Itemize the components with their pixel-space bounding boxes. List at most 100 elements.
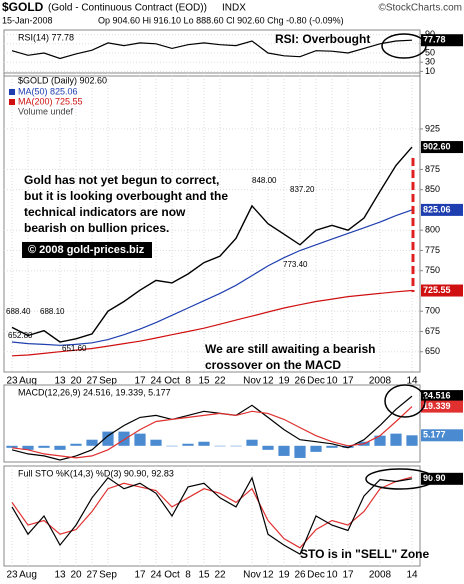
- legend-label: MA(200) 725.55: [18, 96, 83, 106]
- annotation: 688.40: [6, 307, 31, 316]
- histogram-bar: [182, 443, 194, 446]
- x-tick-label: 19: [278, 570, 290, 581]
- exchange: INDX: [222, 3, 246, 14]
- histogram-bar: [102, 431, 114, 446]
- x-tick-label: 20: [70, 570, 82, 581]
- x-tick-label: 23: [6, 376, 18, 387]
- x-tick-label: 8: [185, 570, 191, 581]
- annotation: 688.10: [40, 307, 65, 316]
- end-label: 725.55: [423, 285, 451, 295]
- x-tick-label: Sep: [99, 376, 117, 387]
- date: 15-Jan-2008: [2, 15, 53, 25]
- annotation: crossover on the MACD: [205, 358, 341, 372]
- histogram-bar: [214, 445, 226, 447]
- series-line: [11, 395, 413, 461]
- end-label-box: [421, 34, 463, 47]
- panel-frame: [3, 465, 421, 567]
- x-tick-label: Oct: [164, 376, 180, 387]
- x-tick-label: 23: [6, 570, 18, 581]
- highlight-circle: [365, 468, 435, 490]
- histogram-bar: [54, 445, 66, 450]
- end-label-box: [421, 390, 463, 403]
- x-tick-label: 15: [198, 376, 210, 387]
- histogram-bar: [86, 439, 98, 446]
- panel-title: RSI(14) 77.78: [18, 32, 74, 42]
- series-line: [11, 476, 413, 549]
- x-tick-label: 17: [342, 376, 354, 387]
- annotation: 652.80: [8, 331, 33, 340]
- x-tick-label: 17: [342, 570, 354, 581]
- series-line: [11, 289, 413, 357]
- x-tick-label: Aug: [19, 376, 37, 387]
- end-label: 19.339: [423, 401, 451, 411]
- histogram-bar: [310, 445, 322, 452]
- end-label-box: [421, 203, 463, 216]
- end-label: 825.06: [423, 204, 451, 214]
- series-line: [11, 39, 413, 60]
- x-tick-label: 19: [278, 376, 290, 387]
- y-tick-label: 700: [425, 306, 440, 316]
- x-tick-label: 24: [150, 570, 162, 581]
- end-label-box: [421, 429, 463, 442]
- histogram-bar: [22, 445, 34, 450]
- highlight-circle: [384, 384, 426, 418]
- highlight-circle: [381, 33, 427, 59]
- x-tick-label: Nov: [243, 570, 261, 581]
- annotation: technical indicators are now: [24, 205, 186, 219]
- series-line: [11, 146, 413, 343]
- histogram-bar: [6, 445, 18, 448]
- y-tick-label: 10: [425, 66, 435, 76]
- panel-title: Full STO %K(14,3) %D(3) 90.90, 92.83: [18, 468, 174, 478]
- source: ©StockCharts.com: [378, 3, 462, 14]
- x-tick-label: 15: [198, 570, 210, 581]
- histogram-bar: [246, 439, 258, 446]
- annotation: 837.20: [290, 185, 315, 194]
- x-tick-label: 10: [326, 376, 338, 387]
- y-tick-label: 750: [425, 265, 440, 275]
- panel-title: MACD(12,26,9) 24.516, 19.339, 5.177: [18, 387, 171, 397]
- x-tick-label: 20: [70, 376, 82, 387]
- description: (Gold - Continuous Contract (EOD)): [48, 3, 207, 14]
- y-tick-label: 800: [425, 225, 440, 235]
- annotation: © 2008 gold-prices.biz: [28, 244, 145, 256]
- symbol: $GOLD: [2, 0, 44, 14]
- x-tick-label: 27: [86, 376, 98, 387]
- x-tick-label: 2008: [369, 570, 392, 581]
- x-tick-label: 14: [406, 376, 418, 387]
- series-line: [11, 476, 413, 556]
- end-label-box: [421, 400, 463, 413]
- histogram-bar: [294, 445, 306, 458]
- x-tick-label: Aug: [19, 570, 37, 581]
- x-tick-label: 14: [406, 570, 418, 581]
- x-tick-label: 17: [134, 570, 146, 581]
- x-tick-label: Dec: [307, 570, 325, 581]
- x-tick-label: Dec: [307, 376, 325, 387]
- x-tick-label: 24: [150, 376, 162, 387]
- x-tick-label: 22: [214, 376, 226, 387]
- y-tick-label: 675: [425, 326, 440, 336]
- quote: Op 904.60 Hi 916.10 Lo 888.60 Cl 902.60 …: [98, 15, 344, 25]
- annotation: We are still awaiting a bearish: [205, 342, 376, 356]
- x-tick-label: 26: [294, 376, 306, 387]
- series-line: [11, 406, 413, 459]
- annotation: Gold has not yet begun to correct,: [24, 173, 219, 187]
- end-label: 77.78: [423, 35, 446, 45]
- y-tick-label: 850: [425, 184, 440, 194]
- histogram-bar: [70, 443, 82, 446]
- legend-swatch: [9, 99, 15, 105]
- histogram-bar: [166, 445, 178, 447]
- histogram-bar: [230, 445, 242, 447]
- legend-note: Volume undef: [18, 106, 74, 116]
- annotation: 651.60: [62, 344, 87, 353]
- histogram-bar: [326, 445, 338, 448]
- end-label-box: [421, 284, 463, 297]
- series-line: [11, 209, 413, 346]
- x-tick-label: 10: [326, 570, 338, 581]
- panel-frame: [3, 72, 421, 373]
- end-label: 24.516: [423, 390, 451, 400]
- x-tick-label: 13: [54, 376, 66, 387]
- x-tick-label: 12: [262, 376, 274, 387]
- histogram-bar: [38, 445, 50, 448]
- y-tick-label: 90: [425, 29, 435, 39]
